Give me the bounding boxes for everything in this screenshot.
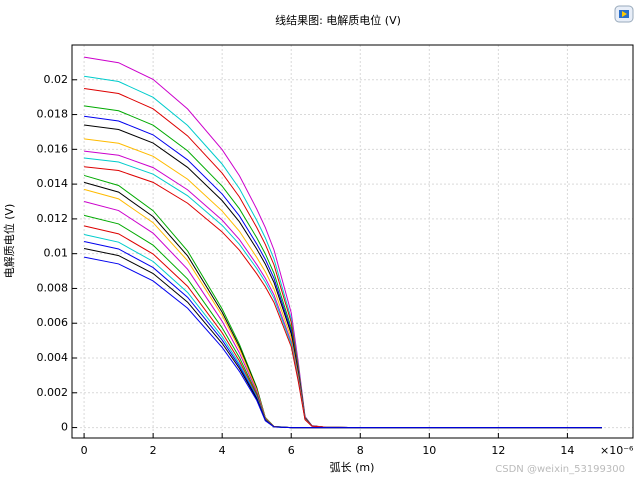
series-line [84,150,602,429]
toolbar-icon[interactable] [614,5,634,23]
series-line [84,166,602,429]
series-line [83,256,602,429]
y-tick-label: 0.016 [37,142,69,155]
x-tick-label: 12 [491,444,505,457]
series-line [83,188,602,429]
series-line [84,157,602,429]
watermark: CSDN @weixin_53199300 [495,464,625,475]
x-tick-label: 4 [219,444,226,457]
series-line [83,234,602,429]
y-tick-label: 0.004 [37,351,69,364]
series-line [83,225,602,429]
y-tick-label: 0.006 [37,316,69,329]
y-tick-label: 0.014 [37,177,69,190]
plot-frame [71,44,634,439]
y-tick-label: 0.01 [44,247,69,260]
x-tick-label: 8 [357,444,364,457]
series-line [84,115,602,429]
y-axis-label: 电解质电位 (V) [2,204,16,279]
icon-arrow[interactable] [622,11,627,17]
x-multiplier: ×10⁻⁶ [600,444,634,457]
x-tick-label: 14 [560,444,574,457]
x-tick-label: 0 [81,444,88,457]
x-tick-label: 10 [422,444,436,457]
y-tick-label: 0.02 [44,73,69,86]
chart-title: 线结果图: 电解质电位 (V) [275,13,401,27]
series-line [84,138,602,429]
y-tick-label: 0.008 [37,281,69,294]
series-line [84,75,602,429]
series-line [83,174,602,429]
series-line [84,87,602,429]
x-tick-label: 2 [150,444,157,457]
series-line [84,105,602,429]
x-axis-label: 弧长 (m) [330,460,375,474]
x-tick-label: 6 [288,444,295,457]
series-line [84,124,602,429]
series-line [83,201,602,429]
y-tick-label: 0.018 [37,108,69,121]
y-tick-label: 0.012 [37,212,69,225]
y-tick-label: 0.002 [37,386,69,399]
y-tick-label: 0 [61,421,68,434]
series-line [83,214,602,429]
